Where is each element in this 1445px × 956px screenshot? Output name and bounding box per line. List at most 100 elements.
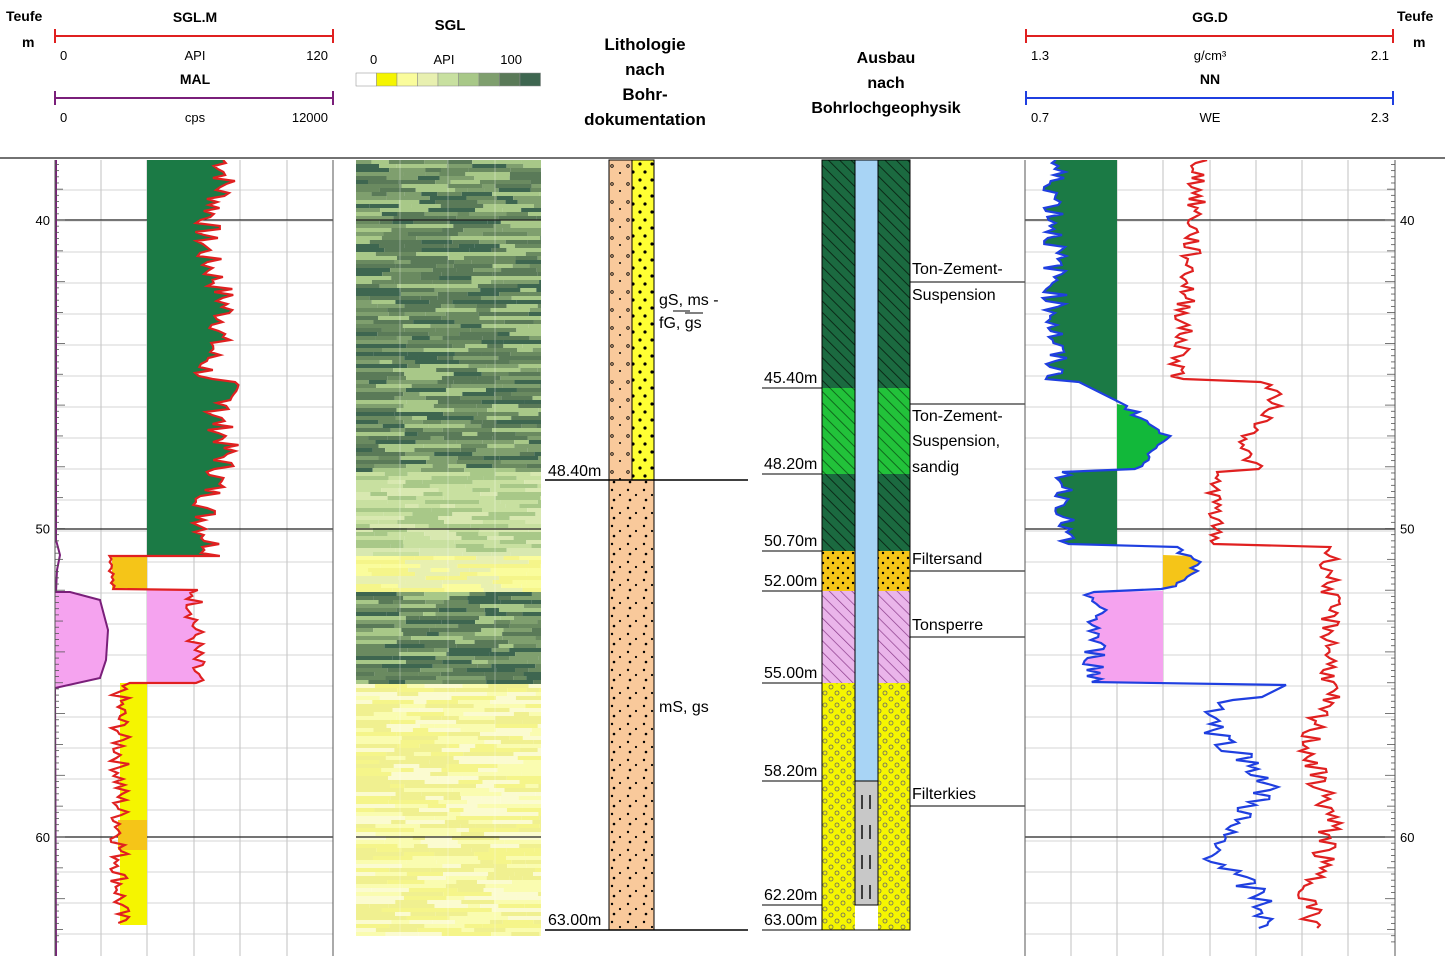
sgl-image-cell xyxy=(356,292,401,296)
sgl-image-cell xyxy=(408,888,458,892)
sgl-image-cell xyxy=(404,304,442,308)
sgl-image-cell xyxy=(487,220,501,224)
filter-screen xyxy=(854,780,879,906)
lithology-unit-2-label: mS, gs xyxy=(659,699,709,716)
sgl-image-cell xyxy=(386,380,438,384)
sgl-image-cell xyxy=(391,772,431,776)
depth-label-right: Teufe xyxy=(1397,8,1434,24)
sgl-image-cell xyxy=(501,912,527,916)
sgl-image-cell xyxy=(400,704,426,708)
sgl-image-cell xyxy=(409,920,433,924)
sgl-image-cell xyxy=(492,272,538,276)
sgl-image-cell xyxy=(455,816,494,820)
sgl-image-cell xyxy=(425,500,455,504)
sgl-image-cell xyxy=(456,532,479,536)
sgl-image-cell xyxy=(491,932,512,936)
sgl-image-cell xyxy=(533,872,541,876)
sgl-image-cell xyxy=(406,872,444,876)
sgl-image-cell xyxy=(454,504,506,508)
sgl-image-cell xyxy=(419,824,461,828)
sgl-image-cell xyxy=(442,252,478,256)
sgl-image-cell xyxy=(427,844,461,848)
sgl-image-cell xyxy=(451,696,497,700)
sgl-image-cell xyxy=(379,244,405,248)
sgl-image-cell xyxy=(356,428,391,432)
sgl-image-cell xyxy=(356,432,405,436)
sgl-image-cell xyxy=(437,616,480,620)
sgl-image-cell xyxy=(384,644,425,648)
sgl-image-cell xyxy=(499,484,538,488)
nn-unit: WE xyxy=(1200,110,1221,125)
sgl-image-cell xyxy=(443,892,492,896)
sgl-image-cell xyxy=(356,876,394,880)
annulus-right-filterkies xyxy=(878,683,910,930)
sgl-image-cell xyxy=(481,400,525,404)
sgl-m-max: 120 xyxy=(306,48,328,63)
sgl-image-cell xyxy=(424,924,465,928)
sgl-image-cell xyxy=(439,276,472,280)
sgl-image-cell xyxy=(531,600,541,604)
sgl-image-cell xyxy=(482,440,515,444)
sgl-image-cell xyxy=(356,812,372,816)
sgl-image-cell xyxy=(480,904,499,908)
sgl-image-cell xyxy=(414,448,461,452)
sgl-image-cell xyxy=(374,672,419,676)
sgl-image-cell xyxy=(510,352,541,356)
sgl-image-cell xyxy=(515,668,529,672)
sgl-image-cell xyxy=(427,804,447,808)
sgl-image-cell xyxy=(403,392,420,396)
sgl-image-cell xyxy=(418,504,441,508)
sgl-image-cell xyxy=(382,348,424,352)
sgl-image-cell xyxy=(442,580,493,584)
sgl-image-cell xyxy=(538,900,541,904)
sgl-image-cell xyxy=(417,876,446,880)
sgl-image-cell xyxy=(356,744,398,748)
sgl-image-cell xyxy=(502,720,523,724)
annulus-left-filtersand xyxy=(822,551,855,591)
sgl-image-cell xyxy=(402,324,431,328)
sgl-image-cell xyxy=(471,220,488,224)
sgl-image-cell xyxy=(459,572,478,576)
sgl-image-cell xyxy=(437,776,463,780)
sgl-image-cell xyxy=(395,900,428,904)
sgl-image-cell xyxy=(435,328,471,332)
sgl-image-cell xyxy=(438,540,455,544)
sgl-image-cell xyxy=(501,396,533,400)
sgl-image-cell xyxy=(405,428,424,432)
annulus-left-filterkies xyxy=(822,683,855,930)
sgl-image-cell xyxy=(471,516,510,520)
sgl-image-cell xyxy=(460,864,508,868)
sgl-image-cell xyxy=(356,288,400,292)
sgl-image-cell xyxy=(405,680,443,684)
sgl-image-cell xyxy=(388,680,406,684)
sgl-image-cell xyxy=(356,636,399,640)
sgl-image-cell xyxy=(424,160,448,164)
sgl-image-cell xyxy=(509,648,541,652)
sgl-image-cell xyxy=(437,296,481,300)
sgl-image-cell xyxy=(480,584,502,588)
sgl-image-cell xyxy=(497,764,541,768)
sgl-image-cell xyxy=(378,600,394,604)
sgl-image-cell xyxy=(529,292,541,296)
sgl-image-cell xyxy=(462,392,495,396)
sgl-image-cell xyxy=(356,176,387,180)
sgl-image-cell xyxy=(356,160,372,164)
sgl-image-cell xyxy=(489,788,505,792)
sgl-image-cell xyxy=(487,444,515,448)
sgl-image-cell xyxy=(420,588,445,592)
sgl-image-cell xyxy=(497,768,541,772)
nn-min: 0.7 xyxy=(1031,110,1049,125)
sgl-image-cell xyxy=(481,372,509,376)
sgl-image-cell xyxy=(403,896,447,900)
sgl-image-cell xyxy=(482,780,520,784)
sgl-image-cell xyxy=(392,220,414,224)
sgl-image-cell xyxy=(535,692,541,696)
sgl-image-cell xyxy=(372,448,386,452)
sgl-image-cell xyxy=(356,324,403,328)
sgl-image-cell xyxy=(369,204,399,208)
sgl-image-cell xyxy=(492,464,527,468)
sgl-image-cell xyxy=(519,844,541,848)
sgl-image-cell xyxy=(356,404,404,408)
sgl-image-cell xyxy=(420,272,442,276)
sgl-image-cell xyxy=(356,456,379,460)
